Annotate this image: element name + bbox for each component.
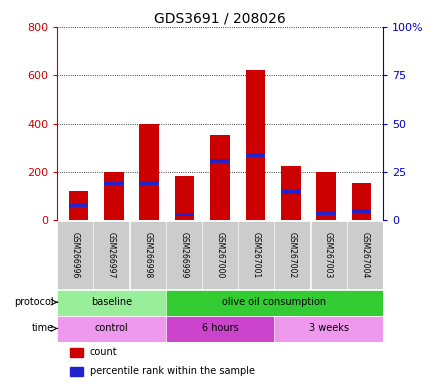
- Bar: [312, 222, 345, 288]
- Bar: [58, 222, 92, 288]
- Bar: [275, 222, 309, 288]
- Text: GSM267003: GSM267003: [324, 232, 333, 278]
- Text: count: count: [90, 348, 117, 358]
- Bar: [167, 317, 273, 341]
- Bar: [69, 204, 88, 207]
- Text: control: control: [95, 323, 128, 333]
- Bar: [352, 183, 371, 220]
- Bar: [139, 181, 159, 185]
- Text: baseline: baseline: [91, 297, 132, 307]
- Text: percentile rank within the sample: percentile rank within the sample: [90, 366, 255, 376]
- Bar: [246, 70, 265, 220]
- Text: protocol: protocol: [15, 297, 54, 307]
- Text: 6 hours: 6 hours: [202, 323, 238, 333]
- Bar: [316, 172, 336, 220]
- Bar: [281, 190, 301, 194]
- Text: GSM266997: GSM266997: [107, 232, 116, 278]
- Bar: [70, 348, 83, 358]
- Text: time: time: [32, 323, 54, 333]
- Text: GSM267002: GSM267002: [288, 232, 297, 278]
- Bar: [69, 191, 88, 220]
- Title: GDS3691 / 208026: GDS3691 / 208026: [154, 12, 286, 26]
- Bar: [58, 291, 165, 314]
- Bar: [348, 222, 382, 288]
- Text: GSM266998: GSM266998: [143, 232, 152, 278]
- Bar: [70, 367, 83, 376]
- Bar: [352, 209, 371, 213]
- Text: GSM267000: GSM267000: [216, 232, 224, 278]
- Text: GSM266996: GSM266996: [71, 232, 80, 278]
- Bar: [210, 134, 230, 220]
- Bar: [239, 222, 273, 288]
- Text: GSM267001: GSM267001: [252, 232, 260, 278]
- Bar: [167, 222, 201, 288]
- Bar: [203, 222, 237, 288]
- Bar: [104, 172, 124, 220]
- Text: 3 weeks: 3 weeks: [308, 323, 348, 333]
- Bar: [175, 213, 194, 216]
- Text: olive oil consumption: olive oil consumption: [222, 297, 326, 307]
- Bar: [246, 154, 265, 157]
- Text: GSM267004: GSM267004: [360, 232, 369, 278]
- Bar: [175, 176, 194, 220]
- Text: GSM266999: GSM266999: [180, 232, 188, 278]
- Bar: [316, 212, 336, 215]
- Bar: [275, 317, 382, 341]
- Bar: [95, 222, 128, 288]
- Bar: [281, 166, 301, 220]
- Bar: [210, 159, 230, 163]
- Bar: [139, 124, 159, 220]
- Bar: [131, 222, 165, 288]
- Bar: [167, 291, 382, 314]
- Bar: [104, 182, 124, 185]
- Bar: [58, 317, 165, 341]
